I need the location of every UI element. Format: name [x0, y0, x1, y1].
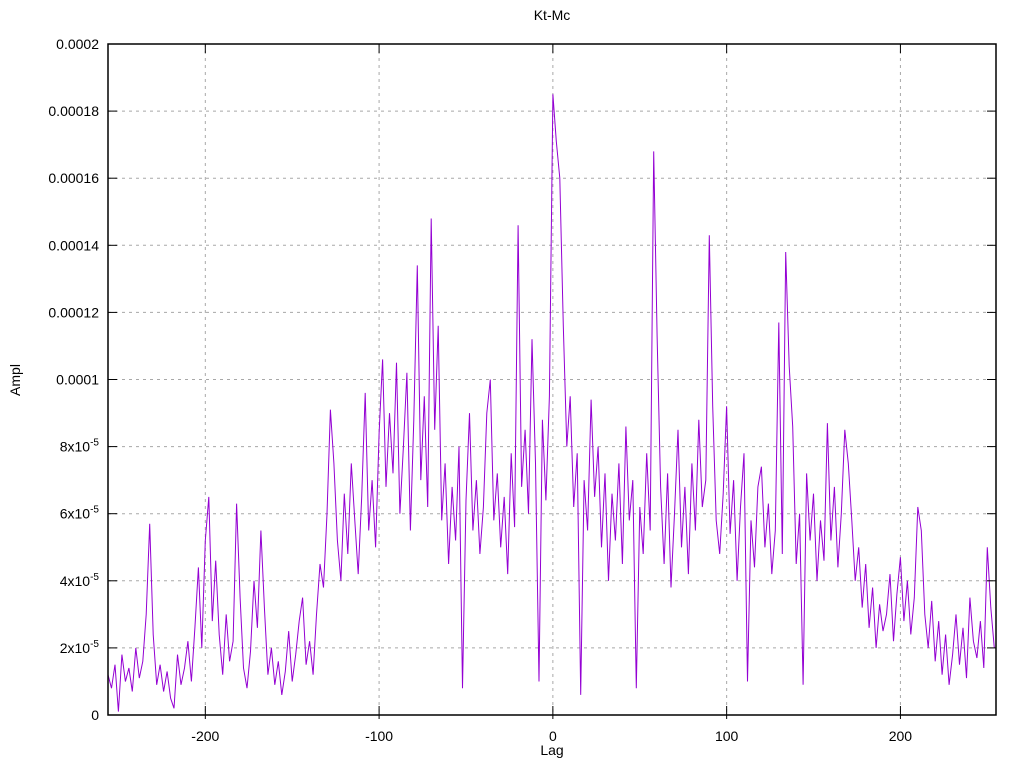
y-tick-label: 0.00018 — [48, 103, 99, 119]
y-tick-label: 6x10-5 — [60, 505, 100, 522]
x-tick-label: 0 — [549, 728, 557, 744]
y-tick-label: 0.00012 — [48, 304, 99, 320]
y-tick-label: 0.00014 — [48, 237, 99, 253]
x-tick-label: -100 — [365, 728, 393, 744]
y-tick-label: 0 — [91, 707, 99, 723]
x-tick-label: 200 — [889, 728, 913, 744]
y-tick-label: 0.00016 — [48, 170, 99, 186]
x-tick-label: 100 — [715, 728, 739, 744]
y-tick-label: 0.0002 — [56, 36, 99, 52]
data-line — [107, 94, 995, 712]
y-tick-label: 4x10-5 — [60, 572, 100, 589]
y-tick-label: 8x10-5 — [60, 438, 100, 455]
chart-title: Kt-Mc — [533, 7, 571, 23]
x-tick-label: -200 — [191, 728, 219, 744]
x-axis-title: Lag — [540, 742, 564, 758]
y-tick-label: 2x10-5 — [60, 639, 100, 656]
y-tick-label: 0.0001 — [56, 372, 99, 388]
